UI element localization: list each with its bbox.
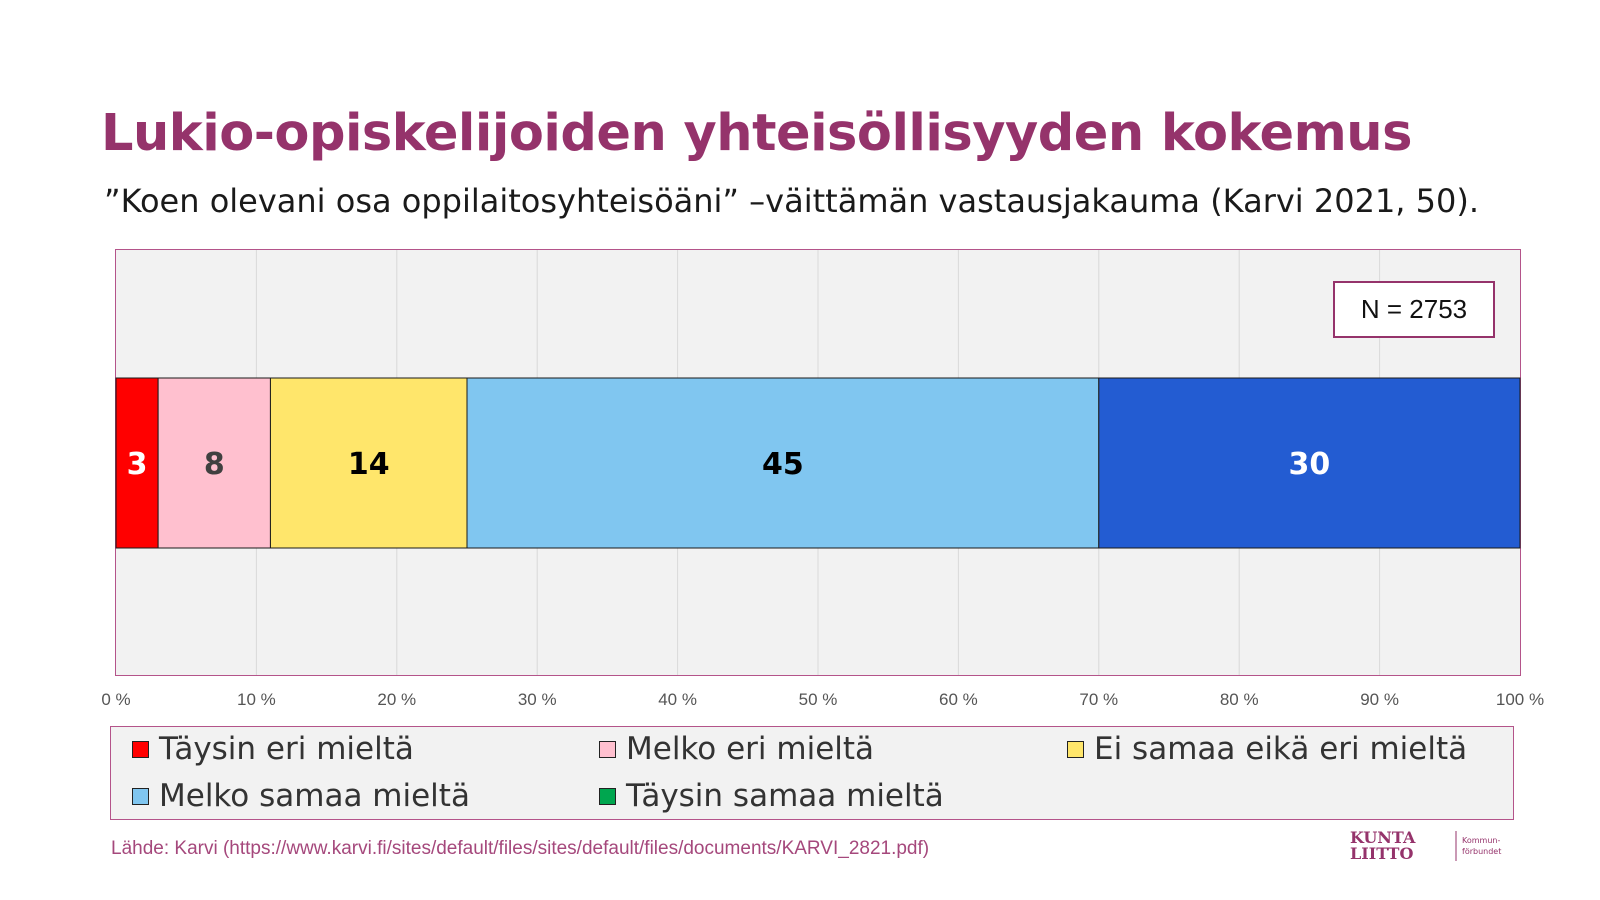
legend-swatch [132,740,149,758]
x-tick-label: 40 % [658,690,697,709]
data-label: 3 [127,447,148,482]
chart-legend: Täysin eri mieltä Melko eri mieltä Ei sama… [110,726,1514,820]
logo-line-1: KUNTA [1350,828,1416,847]
page-title: Lukio-opiskelijoiden yhteisöllisyyden ko… [101,104,1412,163]
data-label: 30 [1289,447,1331,482]
kuntaliitto-logo: KUNTA LIITTO Kommun- förbundet [1350,828,1501,863]
x-tick-label: 70 % [1079,690,1118,709]
x-tick-label: 80 % [1220,690,1259,709]
legend-swatch [599,787,616,805]
legend-item: Täysin samaa mieltä [599,778,944,814]
x-tick-label: 90 % [1360,690,1399,709]
legend-item: Melko eri mieltä [599,731,874,767]
legend-swatch [132,787,149,805]
chart-subtitle: ”Koen olevani osa oppilaitosyhteisöäni” … [104,182,1480,220]
legend-swatch [1067,740,1084,758]
bar-segment [269,377,468,549]
legend-label: Melko eri mieltä [626,731,875,767]
data-label: 8 [204,447,225,482]
legend-label: Ei samaa eikä eri mieltä [1094,731,1468,767]
legend-item: Melko samaa mieltä [132,778,470,814]
x-tick-label: 60 % [939,690,978,709]
x-tick-label: 10 % [237,690,276,709]
x-tick-label: 50 % [799,690,838,709]
x-tick-label: 20 % [377,690,416,709]
legend-swatch [599,740,616,758]
logo-line-2: LIITTO [1350,844,1413,863]
data-label: 14 [348,447,390,482]
sample-size-box: N = 2753 [1333,281,1495,338]
sample-size-label: N = 2753 [1360,294,1468,324]
data-label: 45 [762,447,804,482]
source-note: Lähde: Karvi (https://www.karvi.fi/sites… [111,838,930,859]
logo-sub-2: förbundet [1462,847,1501,856]
bar-segment [1098,377,1521,549]
legend-item: Ei samaa eikä eri mieltä [1067,731,1467,767]
bar-segment [466,377,1100,549]
legend-item: Täysin eri mieltä [132,731,414,767]
logo-sub-1: Kommun- [1462,836,1500,845]
legend-label: Täysin eri mieltä [159,731,414,767]
x-tick-label: 30 % [518,690,557,709]
legend-label: Melko samaa mieltä [159,778,470,814]
x-tick-label: 100 % [1496,690,1544,709]
bar-segment [115,377,159,549]
bar-segment [157,377,271,549]
legend-label: Täysin samaa mieltä [626,778,944,814]
x-tick-label: 0 % [101,690,130,709]
